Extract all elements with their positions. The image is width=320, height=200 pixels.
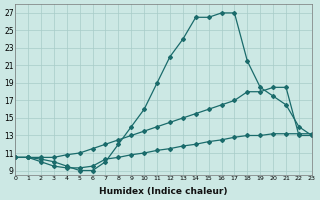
X-axis label: Humidex (Indice chaleur): Humidex (Indice chaleur)	[99, 187, 228, 196]
